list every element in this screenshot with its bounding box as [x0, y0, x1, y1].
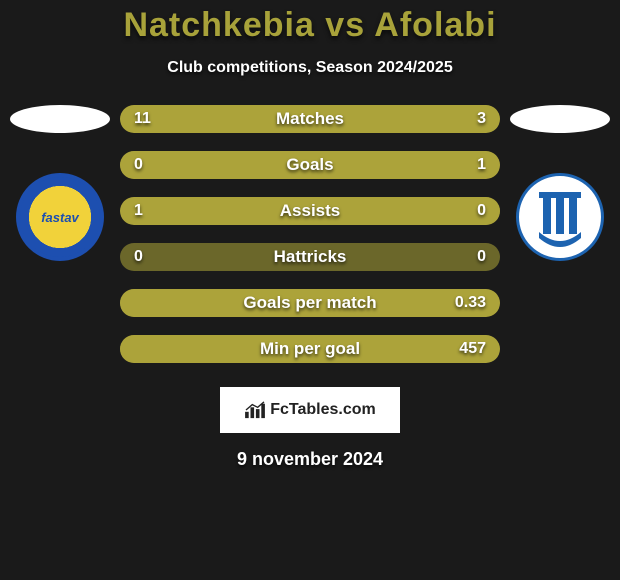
stat-label: Goals — [286, 155, 333, 175]
stat-row: 0 Goals 1 — [120, 151, 500, 179]
stat-value-right: 0.33 — [455, 294, 486, 312]
club-logo-left: fastav — [16, 173, 104, 261]
stat-label: Hattricks — [274, 247, 347, 267]
player-silhouette-left — [10, 105, 110, 133]
stat-value-right: 3 — [477, 110, 486, 128]
footer-brand-badge: FcTables.com — [220, 387, 400, 433]
stat-fill-left — [120, 105, 419, 133]
club-logo-left-text: fastav — [41, 210, 79, 225]
stats-list: 11Matches30Goals11Assists00Hattricks0Goa… — [120, 105, 500, 363]
stat-label: Goals per match — [243, 293, 376, 313]
stat-value-left: 0 — [134, 248, 143, 266]
stat-row: 11 Matches 3 — [120, 105, 500, 133]
club-logo-right-svg — [525, 182, 595, 252]
club-logo-right — [516, 173, 604, 261]
stat-value-right: 0 — [477, 202, 486, 220]
stat-label: Min per goal — [260, 339, 360, 359]
player-silhouette-right — [510, 105, 610, 133]
page-title: Natchkebia vs Afolabi — [0, 0, 620, 45]
stat-row: 0 Hattricks 0 — [120, 243, 500, 271]
main-area: fastav 11Matches30Goals11Assists00Hattri… — [0, 105, 620, 363]
stat-row: Goals per match 0.33 — [120, 289, 500, 317]
left-player-col: fastav — [0, 105, 120, 261]
stat-row: 1 Assists 0 — [120, 197, 500, 225]
stat-value-left: 1 — [134, 202, 143, 220]
footer-brand-text: FcTables.com — [270, 401, 376, 419]
stat-value-right: 1 — [477, 156, 486, 174]
right-player-col — [500, 105, 620, 261]
subtitle: Club competitions, Season 2024/2025 — [0, 59, 620, 77]
stat-value-left: 0 — [134, 156, 143, 174]
stat-row: Min per goal 457 — [120, 335, 500, 363]
stat-label: Assists — [280, 201, 340, 221]
stat-value-left: 11 — [134, 110, 151, 128]
stat-fill-right — [419, 105, 500, 133]
chart-icon — [244, 401, 266, 419]
stat-value-right: 457 — [459, 340, 486, 358]
stat-label: Matches — [276, 109, 344, 129]
stat-value-right: 0 — [477, 248, 486, 266]
date-text: 9 november 2024 — [0, 449, 620, 470]
